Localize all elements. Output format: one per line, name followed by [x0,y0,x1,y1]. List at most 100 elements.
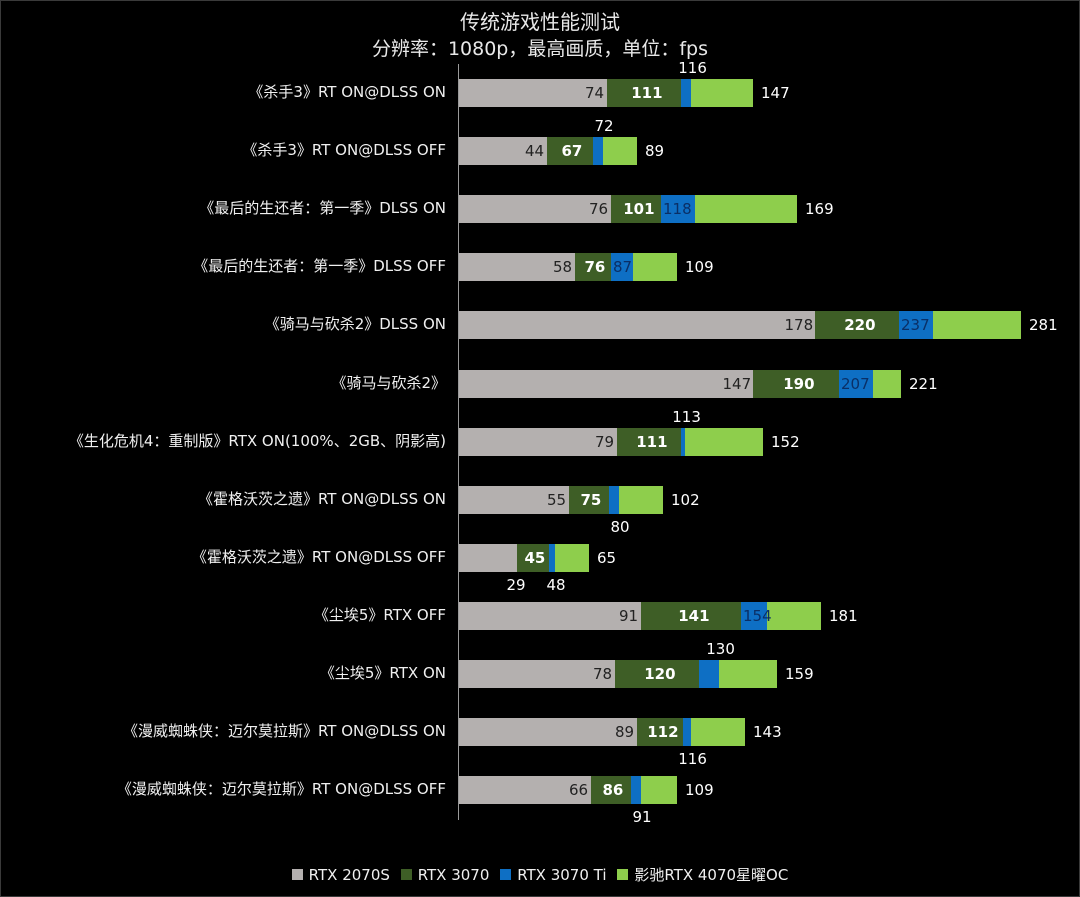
bar-row: 《漫威蜘蛛侠：迈尔莫拉斯》RT ON@DLSS OFF 66 86 91 109 [0,776,1080,826]
value-label-rtx2070s: 78 [593,665,613,683]
legend: RTX 2070S RTX 3070 RTX 3070 Ti 影驰RTX 407… [0,864,1080,885]
value-label-rtx2070s: 89 [615,723,635,742]
value-label-rtx3070ti: 72 [594,117,614,136]
value-label-rtx3070ti: 48 [546,575,566,594]
bar-rtx-2070s [459,427,617,456]
value-label-rtx3070ti: 237 [901,316,930,335]
legend-swatch [400,869,412,880]
legend-label: RTX 3070 [417,865,490,884]
legend-label: RTX 2070S [308,865,390,884]
value-label-rtx3070ti: 80 [610,517,630,536]
bar-rtx-2070s [459,718,637,747]
bar-rtx-2070s [459,369,753,398]
category-label: 《杀手3》RT ON@DLSS ON [248,83,446,101]
value-label-rtx2070s: 91 [619,606,639,625]
category-label: 《尘埃5》RTX OFF [313,605,446,624]
value-label-rtx2070s: 147 [722,374,752,393]
legend-label: RTX 3070 Ti [517,865,607,884]
value-label-rtx2070s: 76 [589,200,609,219]
category-label: 《尘埃5》RTX ON [319,664,446,682]
value-label-rtx3070: 120 [644,665,676,683]
bar-rtx-2070s [459,543,517,572]
value-label-rtx3070ti: 130 [706,640,735,658]
value-label-rtx4070: 109 [685,781,714,800]
value-label-rtx4070: 152 [771,432,800,451]
category-label: 《漫威蜘蛛侠：迈尔莫拉斯》RT ON@DLSS OFF [116,780,446,799]
bar-row: 《霍格沃茨之遗》RT ON@DLSS ON 55 75 80 102 [0,485,1080,536]
value-label-rtx2070s: 29 [506,575,526,594]
category-label: 《生化危机4：重制版》RTX ON(100%、2GB、阴影高) [68,431,446,450]
bar-row: 《最后的生还者：第一季》DLSS OFF 58 76 87 109 [0,253,1080,282]
legend-swatch [291,869,303,880]
value-label-rtx3070: 111 [636,432,668,451]
value-label-rtx4070: 159 [785,665,814,683]
legend-item-rtx3070ti: RTX 3070 Ti [500,865,607,884]
value-label-rtx4070: 147 [761,84,790,102]
legend-swatch [617,869,629,880]
bar-rtx-2070s [459,137,547,166]
value-label-rtx4070: 109 [685,258,714,277]
category-label: 《最后的生还者：第一季》DLSS ON [199,199,446,218]
value-label-rtx3070ti: 113 [672,407,701,426]
bar-rtx-2070s [459,195,611,224]
value-label-rtx3070: 111 [631,84,663,102]
legend-label: 影驰RTX 4070星曜OC [634,866,789,884]
value-label-rtx3070ti: 91 [632,808,652,827]
value-label-rtx3070: 220 [844,316,876,335]
value-label-rtx4070: 221 [909,374,938,393]
value-label-rtx3070: 45 [524,548,546,567]
chart-title: 传统游戏性能测试 [460,10,620,34]
bar-rtx-2070s [459,253,575,282]
bar-rtx-2070s [459,776,591,805]
category-label: 《骑马与砍杀2》 [331,373,446,392]
value-label-rtx3070: 75 [580,490,602,509]
bar-row: 《漫威蜘蛛侠：迈尔莫拉斯》RT ON@DLSS ON 89 112 116 143 [0,718,1080,768]
category-label: 《霍格沃茨之遗》RT ON@DLSS OFF [191,547,446,566]
value-label-rtx3070: 76 [584,258,606,277]
value-label-rtx4070: 281 [1029,316,1058,335]
value-label-rtx2070s: 66 [569,781,589,800]
bar-row: 《尘埃5》RTX ON 78 120 130 159 [0,640,1080,688]
bar-row: 《尘埃5》RTX OFF 91 141 154 181 [0,601,1080,630]
value-label-rtx3070ti: 87 [613,258,633,277]
category-label: 《最后的生还者：第一季》DLSS OFF [193,257,446,276]
bar-row: 《生化危机4：重制版》RTX ON(100%、2GB、阴影高) 79 111 113 1… [0,408,1080,456]
value-label-rtx4070: 65 [597,548,617,567]
value-label-rtx4070: 143 [753,723,782,742]
value-label-rtx3070: 190 [783,374,815,393]
category-label: 《杀手3》RT ON@DLSS OFF [242,141,446,160]
category-label: 《骑马与砍杀2》DLSS ON [264,315,446,334]
value-label-rtx2070s: 74 [585,84,605,102]
value-label-rtx3070ti: 154 [743,606,772,625]
legend-item-rtx4070: 影驰RTX 4070星曜OC [617,864,788,885]
bar-rtx-2070s [459,311,815,340]
value-label-rtx2070s: 44 [525,142,545,161]
bar-row: 《最后的生还者：第一季》DLSS ON 76 101 118 169 [0,195,1080,224]
bar-row: 《杀手3》RT ON@DLSS ON 74 111 116 147 [0,59,1080,107]
value-label-rtx3070ti: 116 [678,59,707,77]
value-label-rtx4070: 181 [829,606,858,625]
bar-rtx-2070s [459,601,641,630]
bar-row: 《杀手3》RT ON@DLSS OFF 44 67 72 89 [0,117,1080,166]
value-label-rtx3070ti: 118 [663,200,692,219]
value-label-rtx2070s: 79 [595,432,615,451]
bar-row: 《骑马与砍杀2》 147 190 207 221 [0,369,1080,398]
value-label-rtx3070: 67 [561,142,583,161]
legend-item-rtx3070: RTX 3070 [400,865,490,884]
value-label-rtx3070: 101 [623,200,655,219]
value-label-rtx3070: 141 [678,606,710,625]
value-label-rtx2070s: 55 [547,490,567,509]
bar-rtx-2070s [459,79,607,107]
legend-swatch [500,869,512,880]
value-label-rtx3070ti: 116 [678,750,707,769]
value-label-rtx4070: 102 [671,490,700,509]
bar-rtx-2070s [459,485,569,514]
chart-subtitle: 分辨率：1080p，最高画质，单位：fps [371,38,709,60]
category-label: 《漫威蜘蛛侠：迈尔莫拉斯》RT ON@DLSS ON [122,722,446,741]
value-label-rtx2070s: 58 [553,258,573,277]
category-label: 《霍格沃茨之遗》RT ON@DLSS ON [197,489,446,508]
bar-rtx-2070s [459,660,615,688]
value-label-rtx3070: 86 [602,781,624,800]
value-label-rtx4070: 89 [645,142,665,161]
category-axis [458,64,459,820]
